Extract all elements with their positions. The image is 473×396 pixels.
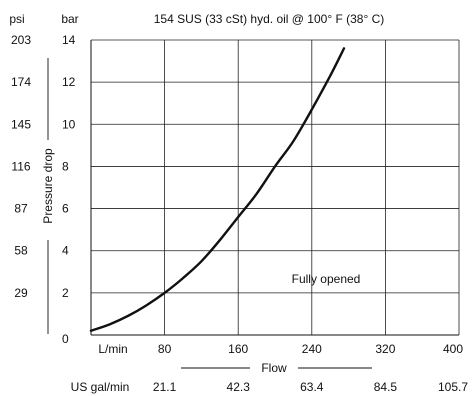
x-tick-label-gpm: 63.4 <box>300 380 324 394</box>
chart-title: 154 SUS (33 cSt) hyd. oil @ 100° F (38° … <box>154 12 385 26</box>
y-tick-label-bar: 12 <box>62 75 76 89</box>
x-unit-secondary-label: US gal/min <box>71 380 130 394</box>
y-tick-label-psi: 87 <box>14 202 28 216</box>
x-tick-label-gpm: 84.5 <box>374 380 398 394</box>
y-tick-label-bar: 4 <box>62 244 69 258</box>
x-tick-label-lmin: 400 <box>443 342 463 356</box>
grid-layer <box>91 39 460 335</box>
y-tick-label-psi: 145 <box>11 117 31 131</box>
pressure-drop-curve-0 <box>89 47 346 332</box>
y-tick-label-psi: 29 <box>14 286 28 300</box>
x-tick-label-gpm: 21.1 <box>153 380 177 394</box>
x-tick-label-lmin: 320 <box>375 342 395 356</box>
y-tick-label-psi: 174 <box>11 75 31 89</box>
y-tick-label-bar: 0 <box>62 332 69 346</box>
x-tick-label-gpm: 105.7 <box>438 380 468 394</box>
x-tick-label-lmin: 160 <box>228 342 248 356</box>
x-unit-primary-label: L/min <box>98 342 127 356</box>
y-tick-label-psi: 116 <box>11 159 30 173</box>
x-tick-label-lmin: 80 <box>158 342 172 356</box>
y-tick-label-bar: 10 <box>62 117 76 131</box>
label-layer: 0 2 4 6 8 10 12 14 29 58 87 116 145 174 203 psi bar 154 S… <box>9 12 468 394</box>
x-tick-label-gpm: 42.3 <box>227 380 251 394</box>
y-unit-right-label: bar <box>61 12 78 26</box>
y-tick-label-bar: 2 <box>62 286 69 300</box>
y-tick-label-bar: 14 <box>62 33 76 47</box>
y-unit-left-label: psi <box>9 12 24 26</box>
y-tick-label-psi: 203 <box>11 33 31 47</box>
fully-opened-annotation: Fully opened <box>292 272 361 286</box>
x-axis-title: Flow <box>261 361 287 375</box>
y-axis-title: Pressure drop <box>41 148 55 224</box>
x-tick-label-lmin: 240 <box>302 342 322 356</box>
series-layer <box>89 47 346 332</box>
y-tick-label-bar: 8 <box>62 159 69 173</box>
y-tick-label-psi: 58 <box>14 244 28 258</box>
axis-layer <box>90 40 459 336</box>
y-tick-label-bar: 6 <box>62 202 69 216</box>
